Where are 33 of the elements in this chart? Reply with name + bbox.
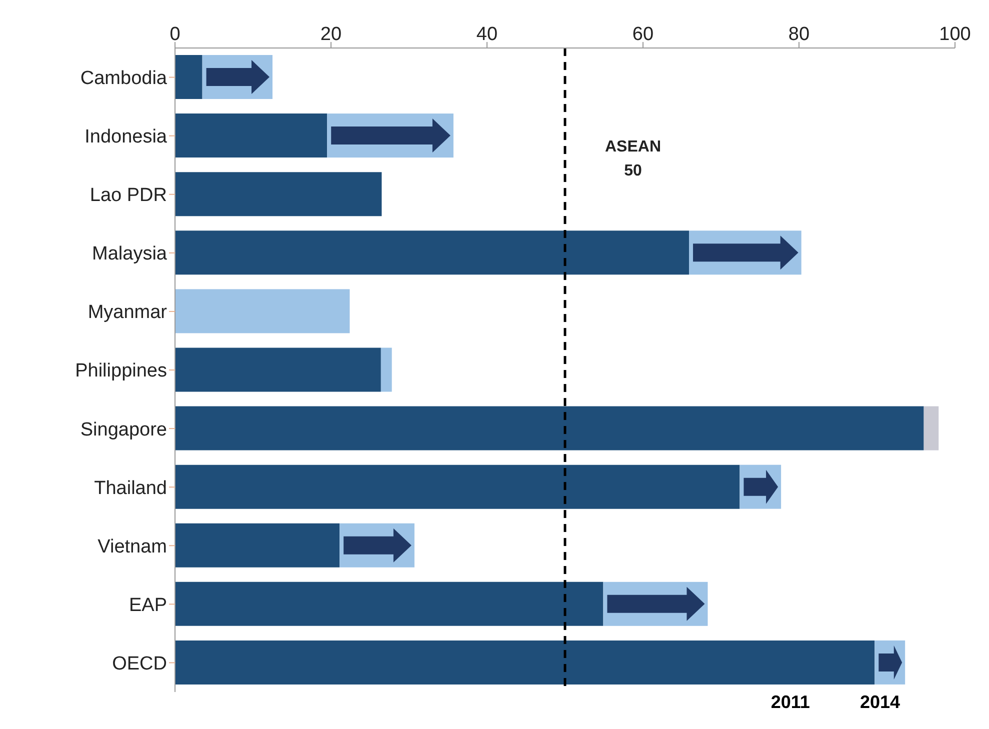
y-tick-label: Vietnam: [98, 536, 167, 558]
x-tick-label: 0: [170, 24, 180, 45]
bar: [175, 55, 202, 99]
bar: [175, 289, 350, 334]
y-tick-label: Lao PDR: [90, 185, 167, 206]
bar: [175, 172, 382, 216]
ref-line-label: ASEAN 50: [604, 138, 662, 180]
x-tick-label: 100: [939, 24, 971, 45]
x-tick-label: 40: [476, 24, 498, 45]
series-label: 2014: [860, 692, 900, 713]
y-tick-label: Malaysia: [92, 244, 168, 265]
bar: [175, 464, 740, 509]
bar: [175, 523, 340, 568]
bar: [175, 230, 690, 275]
bar: [924, 406, 939, 450]
y-tick-label: Cambodia: [80, 68, 168, 90]
y-tick-label: Singapore: [80, 419, 167, 440]
bar: [175, 582, 604, 626]
y-tick-label: Myanmar: [88, 302, 168, 324]
bar: [175, 406, 924, 450]
bar: [175, 114, 328, 158]
bar: [175, 640, 875, 684]
bar: [380, 348, 392, 392]
x-tick-label: 80: [788, 24, 810, 45]
x-tick-label: 20: [320, 24, 342, 45]
y-tick-label: EAP: [128, 594, 167, 616]
y-tick-label: Thailand: [94, 478, 167, 499]
y-tick-label: OECD: [112, 653, 167, 674]
series-label: 2011: [770, 692, 810, 713]
y-tick-label: Philippines: [75, 360, 167, 382]
bar: [175, 348, 381, 392]
y-tick-label: Indonesia: [84, 126, 168, 148]
x-tick-label: 60: [632, 24, 654, 45]
